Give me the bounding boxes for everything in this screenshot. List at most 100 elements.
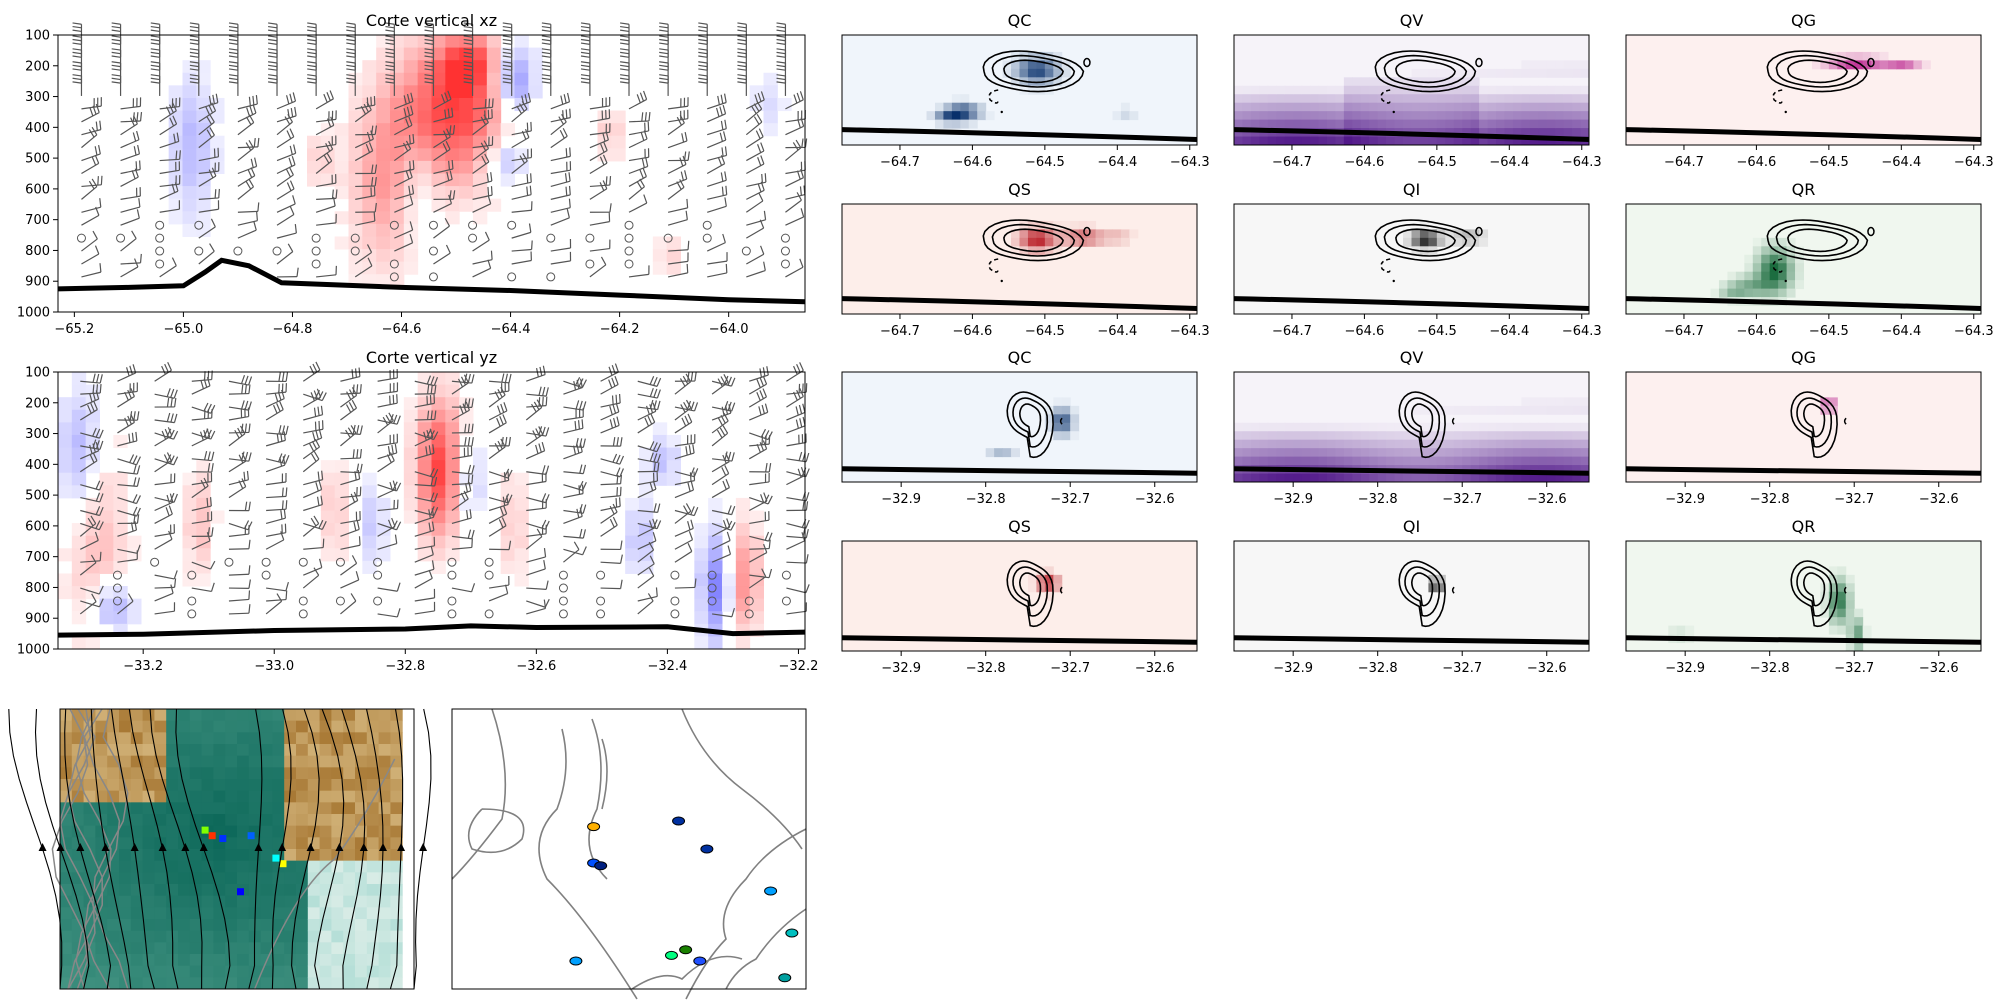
field-cell xyxy=(1555,456,1565,466)
terrain-cell xyxy=(390,919,403,932)
wind-barb xyxy=(241,384,244,394)
field-cell xyxy=(1546,456,1556,466)
field-cell xyxy=(1386,111,1396,121)
field-cell xyxy=(1479,94,1489,104)
anomaly-cell xyxy=(362,72,377,86)
anomaly-cell xyxy=(500,160,515,174)
anomaly-cell xyxy=(403,397,419,411)
wind-barb xyxy=(431,508,435,518)
wind-barb xyxy=(312,363,318,373)
wind-barb xyxy=(721,406,725,416)
field-cell xyxy=(1828,591,1838,601)
wind-barb xyxy=(132,132,137,142)
field-cell xyxy=(1512,405,1522,415)
field-cell xyxy=(1555,397,1565,407)
wind-barb xyxy=(245,142,252,151)
wind-barb xyxy=(359,384,362,394)
calm-circle xyxy=(261,570,271,580)
wind-barb xyxy=(432,444,435,454)
wind-barb xyxy=(215,93,219,103)
wind-barb xyxy=(689,472,692,482)
terrain-cell xyxy=(343,954,356,967)
field-cell xyxy=(1837,617,1847,627)
wind-barb xyxy=(722,519,728,529)
field-cell xyxy=(1377,422,1387,432)
field-cell xyxy=(1521,102,1531,112)
wind-barb xyxy=(228,51,238,55)
field-cell xyxy=(1718,288,1728,298)
field-cell xyxy=(1061,422,1071,432)
terrain-cell xyxy=(378,767,391,780)
wind-barb xyxy=(189,77,199,81)
wind-barb xyxy=(463,81,473,84)
field-cell xyxy=(1318,119,1328,129)
field-cell xyxy=(1504,431,1514,441)
contour-line xyxy=(1012,566,1049,617)
field-cell xyxy=(1479,102,1489,112)
calm-circle xyxy=(468,233,478,243)
field-cell xyxy=(1580,448,1590,458)
anomaly-cell xyxy=(445,523,460,537)
terrain-cell xyxy=(107,895,120,908)
field-cell xyxy=(1267,119,1277,129)
wind-barb xyxy=(374,125,378,135)
terrain-cell xyxy=(119,872,132,885)
terrain-cell xyxy=(319,977,332,990)
terrain-cell xyxy=(319,930,332,943)
terrain-cell xyxy=(284,954,297,967)
wind-barb xyxy=(544,598,550,608)
wind-barb xyxy=(698,25,708,29)
panel-xz-qi: QI−64.7 −64.6 −64.5 −64.4 −64.3 xyxy=(1233,180,1602,339)
wind-barb xyxy=(698,55,708,58)
field-cell xyxy=(1888,60,1897,70)
anomaly-cell xyxy=(99,535,114,549)
wind-barb xyxy=(423,431,427,441)
wind-barb xyxy=(136,456,141,466)
field-cell xyxy=(1580,473,1590,483)
wind-barb xyxy=(285,581,289,591)
wind-barb xyxy=(164,428,170,438)
terrain-cell xyxy=(119,930,132,943)
wind-barb xyxy=(722,104,727,114)
field-cell xyxy=(1027,237,1037,247)
wind-barb xyxy=(387,519,393,529)
wind-barb xyxy=(602,180,608,189)
anomaly-cell xyxy=(417,535,432,549)
wind-barb xyxy=(307,74,317,77)
contour-dashed xyxy=(1772,258,1783,273)
wind-barb xyxy=(480,142,487,151)
field-cell xyxy=(1276,102,1286,112)
field-cell xyxy=(1403,94,1412,104)
y-tick-label: 700 xyxy=(25,213,50,228)
field-cell xyxy=(1259,85,1269,95)
calm-circle xyxy=(233,246,243,256)
field-cell xyxy=(1462,111,1472,121)
wind-barb xyxy=(542,365,546,375)
anomaly-cell xyxy=(431,409,446,423)
terrain-cell xyxy=(296,779,309,792)
wind-barb xyxy=(429,428,434,438)
anomaly-cell xyxy=(417,97,432,112)
field-cell xyxy=(1512,85,1522,95)
anomaly-cell xyxy=(417,422,432,436)
field-cell xyxy=(1044,60,1054,70)
anomaly-cell xyxy=(459,186,474,200)
terrain-cell xyxy=(307,895,321,908)
streamline-arrow xyxy=(379,843,388,851)
wind-barb xyxy=(667,272,688,278)
wind-barb xyxy=(768,435,771,445)
field-cell xyxy=(1572,422,1582,432)
field-cell xyxy=(1070,229,1080,239)
field-cell xyxy=(1580,102,1590,112)
terrain-cell xyxy=(390,872,403,885)
streamline-arrow xyxy=(38,843,47,851)
wind-barb xyxy=(318,429,323,439)
field-cell xyxy=(1735,271,1745,281)
wind-barb xyxy=(457,378,464,388)
wind-barb xyxy=(268,22,278,25)
terrain-cell xyxy=(355,919,368,932)
terrain-cell xyxy=(260,732,273,745)
wind-barb xyxy=(541,42,551,45)
wind-barb xyxy=(731,402,736,412)
field-cell xyxy=(1504,136,1514,146)
